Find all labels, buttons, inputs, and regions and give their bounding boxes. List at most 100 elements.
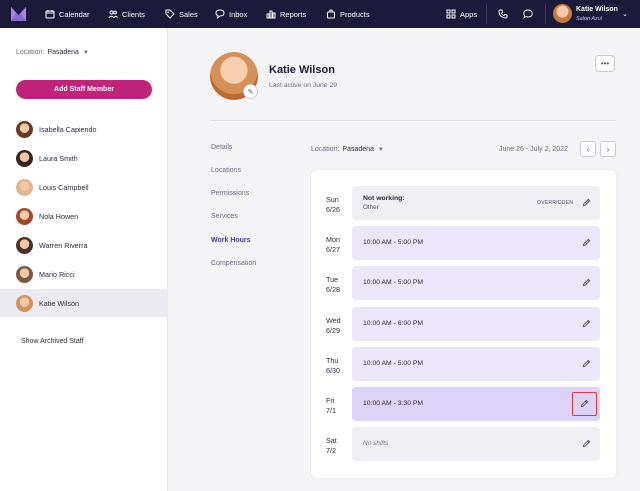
staff-list-item[interactable]: Isabella Capiendo xyxy=(0,115,168,143)
shift-slot[interactable]: Not working: Other OVERRIDDEN xyxy=(352,186,600,220)
shift-slot[interactable]: 10:00 AM - 6:00 PM xyxy=(352,306,600,341)
top-navigation: Calendar Clients Sales Inbox Reports Pro… xyxy=(0,0,640,28)
shift-slot[interactable]: No shifts xyxy=(352,427,600,462)
user-name[interactable]: Katie Wilson xyxy=(576,6,618,13)
profile-name: Katie Wilson xyxy=(269,64,335,76)
day-name: Thu xyxy=(326,355,339,365)
staff-list-item[interactable]: Mario Ricci xyxy=(0,260,168,288)
chat-bubble-icon xyxy=(523,9,533,19)
staff-avatar xyxy=(16,294,33,312)
edit-shift-button[interactable] xyxy=(572,392,597,416)
nav-inbox[interactable]: Inbox xyxy=(215,0,247,28)
shift-hours: 10:00 AM - 5:00 PM xyxy=(363,359,424,367)
edit-shift-button[interactable] xyxy=(580,318,592,330)
chat-icon xyxy=(215,9,225,19)
day-date: 6/29 xyxy=(326,325,340,335)
staff-name: Mario Ricci xyxy=(39,269,75,279)
location-value: Pasadena xyxy=(47,49,79,56)
staff-name: Katie Wilson xyxy=(39,298,79,308)
show-archived-staff-link[interactable]: Show Archived Staff xyxy=(21,338,84,345)
workhours-location-selector[interactable]: Location: Pasadena ▼ xyxy=(311,146,384,153)
staff-list-item[interactable]: Katie Wilson xyxy=(0,289,168,317)
nav-inbox-label: Inbox xyxy=(229,9,248,19)
subnav-work-hours[interactable]: Work Hours xyxy=(211,237,251,244)
day-date: 6/26 xyxy=(326,205,340,214)
pencil-icon xyxy=(582,274,591,292)
staff-list-item[interactable]: Nola Howen xyxy=(0,202,168,230)
nav-calendar[interactable]: Calendar xyxy=(45,0,89,28)
subnav-services[interactable]: Services xyxy=(211,213,238,220)
edit-shift-button[interactable] xyxy=(580,277,592,289)
shift-slot[interactable]: 10:00 AM - 5:00 PM xyxy=(352,226,600,261)
nav-sales[interactable]: Sales xyxy=(165,0,198,28)
subnav-locations[interactable]: Locations xyxy=(211,167,241,174)
add-staff-button[interactable]: Add Staff Member xyxy=(16,80,152,99)
date-range: June 26 - July 2, 2022 xyxy=(499,146,568,153)
shift-hours: 10:00 AM - 6:00 PM xyxy=(363,319,424,327)
nav-divider xyxy=(486,4,487,24)
shift-slot[interactable]: 10:00 AM - 3:30 PM xyxy=(352,387,600,421)
subnav-permissions[interactable]: Permissions xyxy=(211,190,250,197)
staff-name: Isabella Capiendo xyxy=(39,124,97,134)
nav-sales-label: Sales xyxy=(179,9,198,19)
subnav-details[interactable]: Details xyxy=(211,144,233,151)
subnav-compensation[interactable]: Compensation xyxy=(211,260,257,267)
more-options-button[interactable]: ••• xyxy=(595,55,615,72)
next-week-button[interactable]: › xyxy=(600,141,616,157)
pencil-icon xyxy=(582,355,591,373)
staff-name: Warren Riverra xyxy=(39,240,88,250)
nav-divider xyxy=(545,4,546,24)
day-label: Sun 6/26 xyxy=(326,195,340,215)
nav-reports[interactable]: Reports xyxy=(266,0,306,28)
edit-shift-button[interactable] xyxy=(580,237,592,249)
tag-icon xyxy=(165,9,175,19)
staff-list-item[interactable]: Laura Smith xyxy=(0,144,168,172)
not-working-reason: Other xyxy=(363,204,379,211)
location-selector[interactable]: Location: Pasadena ▼ xyxy=(16,49,89,56)
staff-avatar xyxy=(16,120,33,138)
day-name: Wed xyxy=(326,315,341,325)
last-active-text: Last active on June 29 xyxy=(269,82,338,89)
staff-name: Nola Howen xyxy=(39,211,79,221)
staff-list-item[interactable]: Louis Campbell xyxy=(0,173,168,201)
bar-chart-icon xyxy=(266,10,276,19)
chevron-right-icon: › xyxy=(606,144,610,154)
day-label: Sat 7/2 xyxy=(326,436,337,456)
day-name: Mon xyxy=(326,235,340,245)
shift-slot[interactable]: 10:00 AM - 5:00 PM xyxy=(352,266,600,301)
staff-list-item[interactable]: Warren Riverra xyxy=(0,231,168,259)
chevron-down-icon[interactable]: ⌄ xyxy=(622,11,628,18)
nav-reports-label: Reports xyxy=(280,9,307,19)
pencil-icon xyxy=(582,194,591,212)
workhours-location-label: Location: xyxy=(311,146,340,153)
staff-avatar xyxy=(16,178,33,196)
edit-shift-button[interactable] xyxy=(580,358,592,370)
app-logo-icon[interactable] xyxy=(11,7,26,21)
staff-avatar xyxy=(16,265,33,283)
day-date: 7/1 xyxy=(326,406,336,415)
staff-avatar xyxy=(16,236,33,254)
pencil-icon xyxy=(580,395,589,413)
edit-shift-button[interactable] xyxy=(580,438,592,450)
nav-clients[interactable]: Clients xyxy=(108,0,145,28)
user-business: Salon Azul xyxy=(576,16,603,22)
pencil-icon xyxy=(582,234,591,252)
day-label: Tue 6/28 xyxy=(326,275,340,295)
day-label: Fri 7/1 xyxy=(326,396,336,416)
messages-button[interactable] xyxy=(523,0,533,28)
day-date: 6/27 xyxy=(326,245,340,255)
edit-photo-icon[interactable]: ✎ xyxy=(243,84,258,99)
nav-apps[interactable]: Apps xyxy=(446,0,477,28)
previous-week-button[interactable]: ‹ xyxy=(580,141,596,157)
not-working-label: Not working: xyxy=(363,195,405,202)
day-name: Sun xyxy=(326,195,339,204)
day-date: 7/2 xyxy=(326,446,336,456)
shift-slot[interactable]: 10:00 AM - 5:00 PM xyxy=(352,346,600,381)
staff-sidebar: Location: Pasadena ▼ Add Staff Member Isa… xyxy=(0,28,168,491)
overridden-badge: OVERRIDDEN xyxy=(537,200,574,206)
phone-button[interactable] xyxy=(498,0,508,28)
day-name: Tue xyxy=(326,275,339,285)
edit-shift-button[interactable] xyxy=(580,197,592,209)
nav-products[interactable]: Products xyxy=(326,0,370,28)
user-avatar[interactable] xyxy=(553,4,572,23)
